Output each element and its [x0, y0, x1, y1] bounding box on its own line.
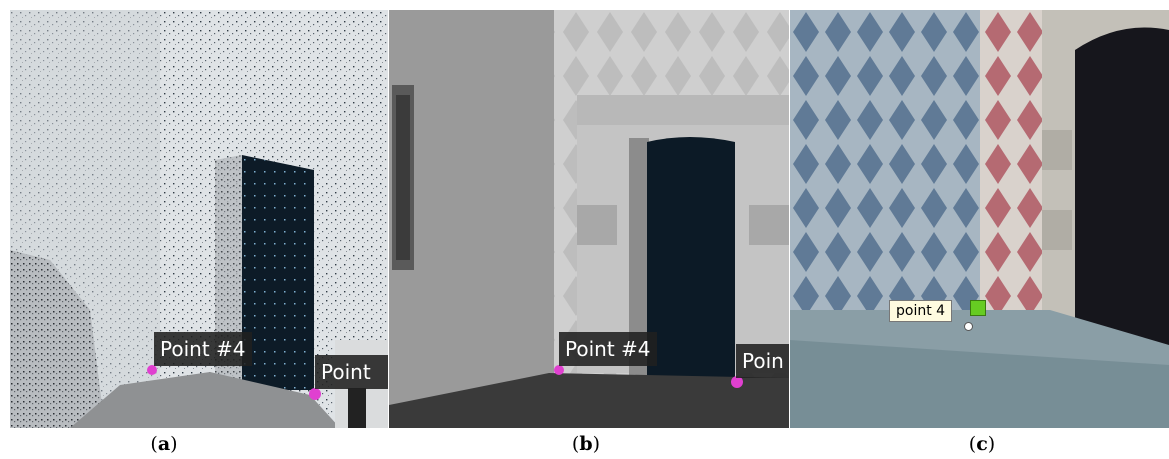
caption-b: (b) [571, 433, 601, 455]
marker-point-4 [147, 365, 157, 375]
marker-poin [731, 376, 743, 388]
caption-c: (c) [968, 433, 996, 455]
grayscale-panel: Point #4 Poin [389, 10, 789, 428]
marker-point [309, 388, 321, 400]
grayscale-render [389, 10, 789, 428]
point-4-label: point 4 [889, 300, 953, 322]
point-cloud-panel: Point #4 Point [10, 10, 388, 428]
poin-label: Poin [736, 344, 789, 378]
point-4-label: Point #4 [559, 332, 657, 366]
point-marker [964, 322, 973, 331]
point-label: Point [315, 355, 388, 389]
point-4-label: Point #4 [154, 332, 252, 366]
marker-point-4 [554, 365, 564, 375]
photo-panel: point 4 [790, 10, 1169, 428]
caption-a: (a) [150, 433, 178, 455]
flag-icon [970, 300, 986, 316]
color-photo [790, 10, 1169, 428]
